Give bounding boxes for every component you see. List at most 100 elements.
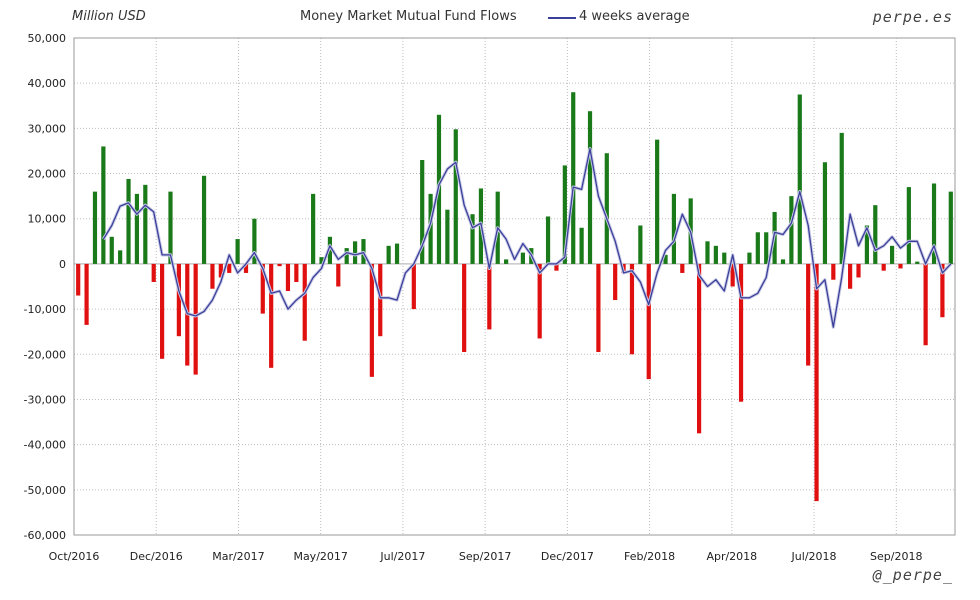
x-tick-label: Dec/2017 <box>541 550 594 563</box>
bar-outflow <box>462 263 467 353</box>
bar-inflow <box>587 111 593 264</box>
y-tick-label: -30,000 <box>24 393 66 406</box>
bar-outflow <box>277 263 282 267</box>
bar-inflow <box>747 252 752 264</box>
bar-outflow <box>227 263 232 273</box>
bar-inflow <box>101 146 106 264</box>
y-tick-label: -10,000 <box>24 303 66 316</box>
bar-inflow <box>143 184 148 264</box>
bar-outflow <box>243 263 249 273</box>
bar-inflow <box>789 196 794 264</box>
axes: 50,000 40,000 30,000 20,000 10,000 0 -10,000 -2… <box>24 32 956 563</box>
bar-inflow <box>109 236 114 264</box>
y-tick-label: 10,000 <box>28 213 67 226</box>
bar-outflow <box>940 263 945 318</box>
bar-outflow <box>84 263 89 325</box>
x-tick-label: Dec/2016 <box>130 550 183 563</box>
x-tick-label: Sep/2018 <box>870 550 922 563</box>
bar-inflow <box>352 241 358 264</box>
x-tick-label: Jul/2018 <box>791 550 837 563</box>
bar-outflow <box>696 263 702 434</box>
bar-outflow <box>210 263 215 289</box>
bar-inflow <box>671 193 677 264</box>
bar-inflow <box>839 132 844 264</box>
bar-inflow <box>545 216 551 264</box>
bar-inflow <box>92 191 98 264</box>
y-tick-label: 30,000 <box>28 122 67 135</box>
bar-inflow <box>873 205 878 264</box>
average-line <box>102 148 952 328</box>
bar-outflow <box>596 263 601 353</box>
legend-line-swatch <box>548 17 576 19</box>
bar-inflow <box>780 259 786 264</box>
bar-outflow <box>302 263 307 341</box>
y-tick-label: -60,000 <box>24 529 66 542</box>
bar-inflow <box>931 183 937 264</box>
bar-outflow <box>554 263 559 271</box>
grid <box>73 37 955 536</box>
bar-inflow <box>201 175 207 264</box>
y-tick-label: 20,000 <box>28 168 67 181</box>
bar-outflow <box>411 263 416 310</box>
bar-outflow <box>613 263 618 301</box>
bar-outflow <box>730 263 735 287</box>
bar-inflow <box>638 225 643 264</box>
bar-inflow <box>520 252 525 264</box>
bar-inflow <box>764 232 769 264</box>
x-tick-label: Feb/2018 <box>624 550 675 563</box>
x-tick-label: Mar/2017 <box>212 550 264 563</box>
bar-outflow <box>537 263 542 339</box>
y-tick-label: 0 <box>59 258 66 271</box>
bar-outflow <box>806 263 811 366</box>
bar-outflow <box>260 263 265 314</box>
bar-inflow <box>470 214 475 264</box>
bar-inflow <box>822 162 828 264</box>
units-label: Million USD <box>72 9 146 24</box>
y-tick-label: -40,000 <box>24 439 66 452</box>
bar-outflow <box>898 263 903 269</box>
bar-inflow <box>168 191 173 264</box>
bar-outflow <box>378 263 383 337</box>
author-handle: @_perpe_ <box>872 566 953 584</box>
bar-outflow <box>151 263 156 282</box>
bar-outflow <box>369 263 374 377</box>
plot-frame <box>73 37 956 536</box>
bar-inflow <box>889 245 895 264</box>
bar-inflow <box>663 254 668 264</box>
bar-outflow <box>738 263 744 402</box>
bar-inflow <box>445 209 450 264</box>
y-tick-label: -20,000 <box>24 348 66 361</box>
bar-inflow <box>394 243 400 264</box>
bar-outflow <box>487 263 492 330</box>
bar-inflow <box>705 241 710 264</box>
x-tick-label: Apr/2018 <box>706 550 757 563</box>
bar-inflow <box>797 94 802 264</box>
bar-inflow <box>118 250 123 264</box>
bar-inflow <box>906 187 911 264</box>
bar-inflow <box>319 257 324 264</box>
y-tick-label: 40,000 <box>28 77 67 90</box>
x-tick-label: Oct/2016 <box>49 550 100 563</box>
bar-outflow <box>881 263 886 271</box>
bar-inflow <box>755 232 760 264</box>
bar-inflow <box>579 227 584 264</box>
bar-inflow <box>722 252 727 264</box>
bar-inflow <box>864 225 869 264</box>
bar-outflow <box>269 263 274 368</box>
bar-inflow <box>386 245 391 264</box>
bar-outflow <box>160 263 165 359</box>
bar-inflow <box>915 261 920 264</box>
y-tick-label: -50,000 <box>24 484 66 497</box>
bar-outflow <box>646 263 651 380</box>
bar-outflow <box>76 263 81 296</box>
bar-inflow <box>604 153 609 264</box>
bar-inflow <box>420 159 425 264</box>
bar-inflow <box>713 245 718 264</box>
bar-outflow <box>218 263 223 278</box>
bar-inflow <box>428 193 433 264</box>
brand-watermark: perpe.es <box>872 8 953 26</box>
flow-bars <box>76 92 953 502</box>
bar-outflow <box>680 263 685 273</box>
bar-inflow <box>126 178 131 264</box>
